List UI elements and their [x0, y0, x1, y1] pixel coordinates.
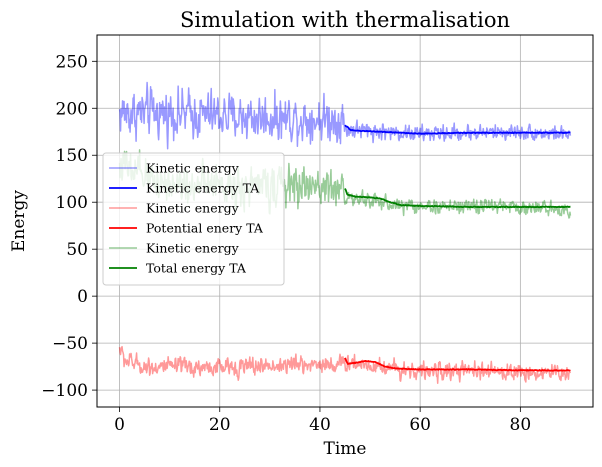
- x-tick-label: 40: [309, 415, 331, 435]
- series-line-4: [344, 357, 571, 372]
- plot-frame: [96, 34, 594, 408]
- legend-box: [102, 152, 285, 286]
- y-tick-label: −50: [52, 334, 88, 354]
- legend: Kinetic energy Kinetic energy TA Kinetic e…: [102, 152, 285, 286]
- y-axis-label: Energy: [9, 190, 29, 252]
- legend-label: Kinetic energy: [146, 241, 240, 256]
- y-tick-label: 250: [56, 52, 88, 72]
- x-tick-label: 60: [409, 415, 431, 435]
- x-axis-label: Time: [324, 439, 367, 459]
- legend-label: Kinetic energy: [146, 161, 240, 176]
- x-tick-label: 0: [114, 415, 125, 435]
- x-tick-label: 80: [510, 415, 532, 435]
- y-tick-label: 200: [56, 99, 88, 119]
- legend-label: Potential enery TA: [146, 221, 264, 236]
- axis-ticks: 0 20 40 60 80 −100 −50 0 50 100 150 200 250: [41, 52, 531, 435]
- y-tick-label: 50: [66, 240, 88, 260]
- legend-label: Total energy TA: [146, 261, 247, 276]
- x-tick-label: 20: [209, 415, 231, 435]
- series-layer: [118, 81, 572, 384]
- y-tick-label: 100: [56, 193, 88, 213]
- y-tick-label: −100: [41, 381, 88, 401]
- series-line-2: [344, 124, 571, 135]
- legend-label: Kinetic energy TA: [146, 181, 260, 196]
- series-line-6: [344, 188, 571, 209]
- legend-label: Kinetic energy: [146, 201, 240, 216]
- chart-title: Simulation with thermalisation: [180, 8, 510, 32]
- y-tick-label: 150: [56, 146, 88, 166]
- series-line-3: [118, 345, 572, 384]
- y-tick-label: 0: [77, 287, 88, 307]
